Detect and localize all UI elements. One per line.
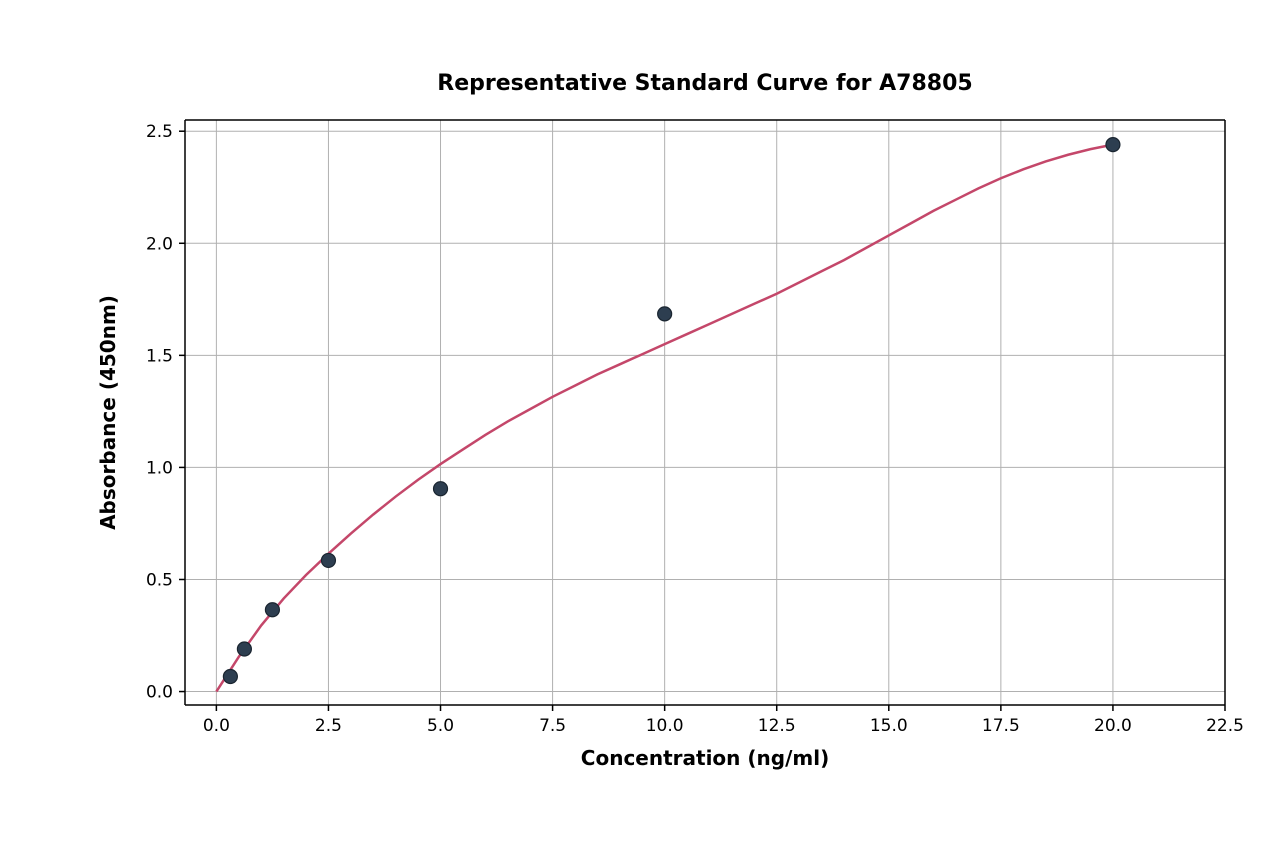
x-tick-label: 10.0 xyxy=(646,716,684,736)
plot-background xyxy=(185,120,1225,705)
y-tick-label: 2.5 xyxy=(146,122,173,142)
y-tick-label: 1.5 xyxy=(146,346,173,366)
x-tick-label: 15.0 xyxy=(870,716,908,736)
data-point xyxy=(1106,138,1120,152)
x-tick-label: 12.5 xyxy=(758,716,796,736)
x-tick-label: 7.5 xyxy=(539,716,566,736)
x-tick-label: 20.0 xyxy=(1094,716,1132,736)
data-point xyxy=(434,482,448,496)
y-tick-label: 0.5 xyxy=(146,570,173,590)
y-ticks: 0.0 0.5 1.0 1.5 2.0 2.5 xyxy=(146,122,185,702)
x-tick-label: 2.5 xyxy=(315,716,342,736)
data-point xyxy=(658,307,672,321)
data-point xyxy=(265,603,279,617)
chart-title: Representative Standard Curve for A78805 xyxy=(437,71,972,96)
data-point xyxy=(237,642,251,656)
data-point xyxy=(321,553,335,567)
y-axis-label: Absorbance (450nm) xyxy=(96,295,120,530)
data-point xyxy=(223,670,237,684)
x-tick-label: 17.5 xyxy=(982,716,1020,736)
y-tick-label: 2.0 xyxy=(146,234,173,254)
x-axis-label: Concentration (ng/ml) xyxy=(581,746,829,770)
y-tick-label: 1.0 xyxy=(146,458,173,478)
x-tick-label: 22.5 xyxy=(1206,716,1244,736)
x-ticks: 0.0 2.5 5.0 7.5 10.0 12.5 15.0 17.5 20.0 22.5 xyxy=(203,705,1244,736)
x-tick-label: 5.0 xyxy=(427,716,454,736)
y-tick-label: 0.0 xyxy=(146,683,173,703)
chart-container: 0.0 2.5 5.0 7.5 10.0 12.5 15.0 17.5 20.0 22.5 0.0… xyxy=(30,20,1250,820)
x-tick-label: 0.0 xyxy=(203,716,230,736)
standard-curve-chart: 0.0 2.5 5.0 7.5 10.0 12.5 15.0 17.5 20.0 22.5 0.0… xyxy=(30,20,1250,820)
